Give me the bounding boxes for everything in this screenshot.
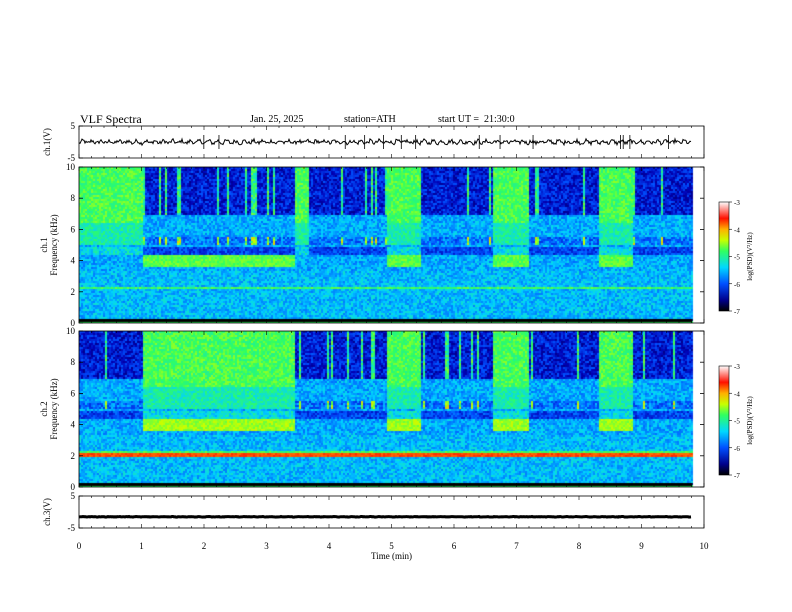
ytick-label: 8	[71, 357, 76, 367]
start-time-label: start UT = 21:30:0	[438, 114, 515, 125]
g-spec1-image	[79, 167, 704, 323]
ytick-label: 4	[71, 256, 76, 266]
xtick-label: 2	[202, 541, 207, 551]
colorbar-tick-label: -5	[734, 418, 740, 426]
ytick-label: 0	[71, 318, 76, 328]
ytick-label: -5	[68, 153, 76, 163]
xtick-label: 5	[389, 541, 394, 551]
panel-ylabel-frequency: Frequency (kHz)	[49, 378, 59, 439]
ytick-label: 6	[71, 388, 76, 398]
ch2-spectrogram-panel: 0 2 4 6 8 10 ch.2 Frequency (kHz)	[39, 326, 705, 492]
panel-ylabel-channel: ch.1	[39, 237, 49, 252]
xtick-label: 10	[700, 541, 710, 551]
g-spec2-image	[79, 331, 704, 487]
xtick-label: 4	[327, 541, 332, 551]
ytick-label: 10	[66, 162, 76, 172]
colorbar	[718, 365, 730, 476]
colorbars: -3 -4 -5 -6 -7 log(PSD)(V²/Hz) -3 -4 -5 -6 -7 log(P…	[718, 199, 754, 480]
g-wave1-trace	[78, 137, 692, 147]
ytick-label: -5	[68, 523, 76, 533]
colorbar-tick-label: -3	[734, 199, 740, 207]
ch3-waveform-panel: 5 -5 ch.3(V)	[42, 491, 705, 533]
panel-ylabel: ch.1(V)	[42, 128, 52, 156]
ytick-label: 0	[71, 482, 76, 492]
xtick-label: 6	[452, 541, 457, 551]
g-wave3-trace	[78, 514, 692, 519]
date-label: Jan. 25, 2025	[250, 114, 304, 125]
xtick-label: 3	[264, 541, 269, 551]
xtick-label: 9	[639, 541, 644, 551]
g-wave3-frame	[78, 495, 705, 529]
colorbar-tick-label: -7	[734, 308, 740, 316]
ytick-label: 2	[71, 287, 76, 297]
colorbar-tick-label: -4	[734, 226, 740, 234]
xtick-label: 0	[77, 541, 82, 551]
ytick-label: 4	[71, 420, 76, 430]
xtick-label: 7	[514, 541, 519, 551]
colorbar-tick-label: -6	[734, 445, 740, 453]
panel-ylabel-channel: ch.2	[39, 401, 49, 416]
colorbar-tick-label: -4	[734, 390, 740, 398]
ytick-label: 2	[71, 451, 76, 461]
xaxis-label: Time (min)	[371, 551, 412, 561]
ch1-waveform-panel: 5 -5 ch.1(V)	[42, 121, 705, 163]
station-label: station=ATH	[344, 114, 396, 125]
colorbar-label: log(PSD)(V²/Hz)	[746, 396, 754, 445]
panel-ylabel: ch.3(V)	[42, 498, 52, 526]
colorbar-tick-label: -5	[734, 254, 740, 262]
ytick-label: 5	[71, 121, 76, 131]
xtick-label: 1	[139, 541, 144, 551]
ytick-label: 6	[71, 224, 76, 234]
ytick-label: 8	[71, 193, 76, 203]
colorbar-tick-label: -7	[734, 472, 740, 480]
colorbar-tick-label: -3	[734, 363, 740, 371]
colorbar-label: log(PSD)(V²/Hz)	[746, 232, 754, 281]
colorbar-tick-label: -6	[734, 281, 740, 289]
axes-labels: 0 1 2 3 4 5 6 7 8 9 10 Time (min)	[77, 541, 709, 561]
ch1-spectrogram-panel: 0 2 4 6 8 10 ch.1 Frequency (kHz)	[39, 162, 705, 328]
colorbar	[718, 201, 730, 312]
ytick-label: 10	[66, 326, 76, 336]
xtick-label: 8	[577, 541, 582, 551]
panel-ylabel-frequency: Frequency (kHz)	[49, 214, 59, 275]
ytick-label: 5	[71, 491, 76, 501]
figure-title: VLF Spectra	[80, 112, 142, 126]
